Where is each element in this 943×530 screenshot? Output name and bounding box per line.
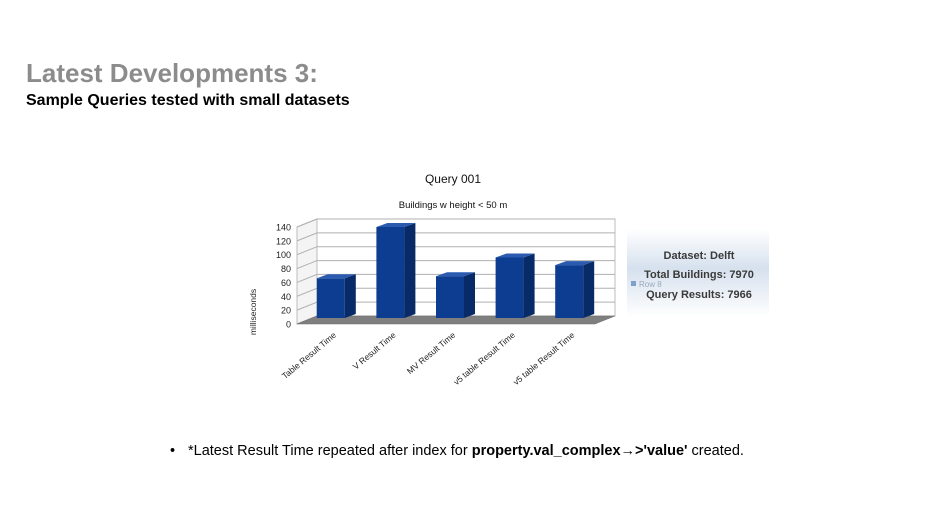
legend-swatch: [631, 281, 636, 286]
x-tick-label: v5 table Result Time: [511, 330, 577, 387]
chart-subtitle: Buildings w height < 50 m: [399, 200, 508, 211]
x-tick-label: Table Result Time: [280, 330, 338, 381]
bar: [376, 227, 405, 318]
chart-side-wall: [296, 218, 318, 325]
bar-top: [376, 223, 416, 227]
y-tick-label: 40: [281, 292, 291, 302]
y-tick-label: 120: [276, 236, 291, 246]
bar-side: [404, 223, 416, 318]
info-box: [627, 229, 769, 317]
bar-side: [464, 272, 475, 318]
bar-top: [495, 253, 535, 258]
arrow-icon: →: [620, 443, 636, 459]
x-tick-label: MV Result Time: [405, 330, 458, 376]
bar: [436, 276, 464, 318]
legend-label: Row 8: [639, 280, 662, 289]
gridline: [296, 246, 615, 256]
y-tick-label: 20: [281, 306, 291, 316]
bullet-text-after: created.: [687, 443, 744, 459]
info-total-buildings: Total Buildings: 7970: [644, 269, 754, 281]
chart-title: Query 001: [425, 172, 481, 186]
bar-side: [523, 253, 535, 318]
bar-side: [583, 261, 595, 318]
y-tick-label: 140: [276, 223, 291, 233]
gridline: [296, 232, 615, 242]
info-query-results: Query Results: 7966: [646, 289, 752, 301]
y-tick-label: 80: [281, 264, 291, 274]
bullet-text-bold-2: >'value': [635, 443, 688, 459]
bar-top: [316, 274, 356, 279]
y-axis-label: milliseconds: [248, 289, 258, 335]
bar-top: [436, 272, 475, 277]
bar: [555, 265, 584, 318]
y-tick-label: 100: [276, 250, 291, 260]
slide-subtitle: Sample Queries tested with small dataset…: [26, 92, 350, 109]
bullet-marker: •: [170, 443, 176, 459]
bar: [495, 257, 524, 318]
x-tick-label: V Result Time: [351, 330, 398, 372]
y-tick-label: 60: [281, 278, 291, 288]
info-dataset: Dataset: Delft: [664, 250, 735, 262]
slide-title: Latest Developments 3:: [26, 58, 318, 88]
bar: [316, 278, 345, 318]
bar-top: [555, 261, 595, 266]
bullet-text-before: *Latest Result Time repeated after index…: [188, 443, 472, 459]
y-tick-label: 0: [286, 320, 291, 330]
bullet-note: • *Latest Result Time repeated after inde…: [170, 442, 744, 460]
bar-side: [344, 274, 356, 318]
x-tick-label: v5 table Result Time: [451, 330, 517, 387]
bullet-text-bold: property.val_complex: [471, 443, 621, 459]
gridline: [296, 218, 615, 228]
